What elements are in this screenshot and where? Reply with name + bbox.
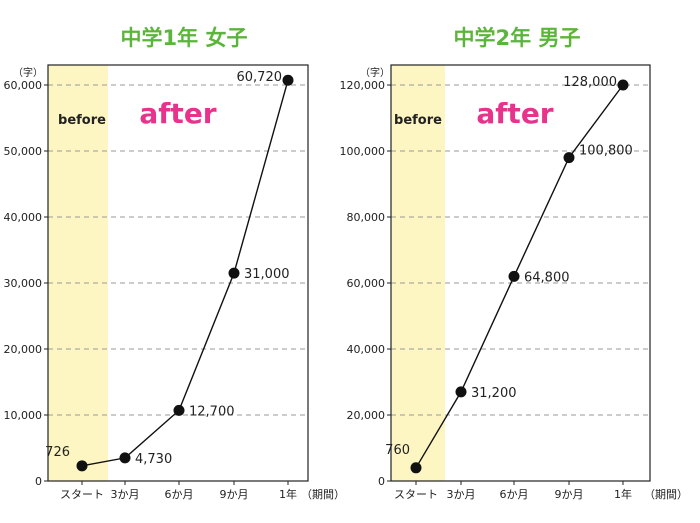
after-label: after <box>476 97 553 130</box>
x-tick-label: 1年 <box>614 487 632 501</box>
data-label: 128,000 <box>563 75 617 90</box>
x-period-label: （期間） <box>644 488 688 501</box>
data-label: 726 <box>45 445 70 460</box>
chart-girls-grade1: 中学1年 女子 （字） （期間） 0 10,000 20,000 30,000 40,0… <box>4 26 346 501</box>
data-point <box>455 386 467 398</box>
chart-title: 中学1年 女子 <box>121 26 248 50</box>
data-label: 12,700 <box>189 404 235 419</box>
data-label: 31,200 <box>471 386 517 401</box>
x-tick-label: 3か月 <box>447 488 476 501</box>
y-tick-label: 10,000 <box>4 409 43 422</box>
data-label: 760 <box>385 443 410 458</box>
chart-title: 中学2年 男子 <box>454 26 581 50</box>
y-tick-label: 120,000 <box>340 79 386 92</box>
before-label: before <box>58 113 106 128</box>
data-point <box>228 267 240 279</box>
data-label: 64,800 <box>524 270 570 285</box>
x-tick-label: スタート <box>60 488 104 501</box>
y-tick-label: 20,000 <box>4 343 43 356</box>
x-tick-label: 9か月 <box>220 488 249 501</box>
y-tick-label: 50,000 <box>4 145 43 158</box>
x-tick-label: 9か月 <box>555 488 584 501</box>
plot-frame <box>47 64 309 482</box>
y-tick-label: 40,000 <box>347 343 386 356</box>
y-tick-label: 100,000 <box>340 145 386 158</box>
y-tick-label: 60,000 <box>347 277 386 290</box>
y-tick-label: 60,000 <box>4 79 43 92</box>
data-point <box>282 74 294 86</box>
y-tick-label: 80,000 <box>347 211 386 224</box>
chart-boys-grade2: 中学2年 男子 （字） （期間） 0 20,000 40,000 60,000 80,0… <box>340 26 689 501</box>
before-label: before <box>394 113 442 128</box>
x-tick-label: 6か月 <box>165 488 194 501</box>
x-period-label: （期間） <box>301 488 345 501</box>
data-point <box>508 270 520 282</box>
after-label: after <box>139 97 216 130</box>
before-region <box>48 65 108 481</box>
data-point <box>617 79 629 91</box>
data-label: 4,730 <box>135 452 172 467</box>
y-tick-label: 20,000 <box>347 409 386 422</box>
before-region <box>391 65 445 481</box>
y-unit-label: （字） <box>13 66 43 79</box>
data-label: 100,800 <box>579 144 633 159</box>
plot-frame <box>390 64 651 482</box>
x-tick-label: スタート <box>394 488 438 501</box>
data-label: 60,720 <box>237 70 283 85</box>
data-point <box>563 152 575 164</box>
y-tick-label: 0 <box>378 475 385 488</box>
x-tick-label: 6か月 <box>500 488 529 501</box>
data-point <box>173 404 185 416</box>
data-point <box>76 460 88 472</box>
y-tick-label: 40,000 <box>4 211 43 224</box>
y-unit-label: （字） <box>360 66 390 79</box>
data-label: 31,000 <box>244 267 290 282</box>
x-tick-label: 3か月 <box>111 488 140 501</box>
x-tick-label: 1年 <box>279 487 297 501</box>
data-point <box>410 462 422 474</box>
y-tick-label: 0 <box>35 475 42 488</box>
y-tick-label: 30,000 <box>4 277 43 290</box>
data-point <box>119 452 131 464</box>
